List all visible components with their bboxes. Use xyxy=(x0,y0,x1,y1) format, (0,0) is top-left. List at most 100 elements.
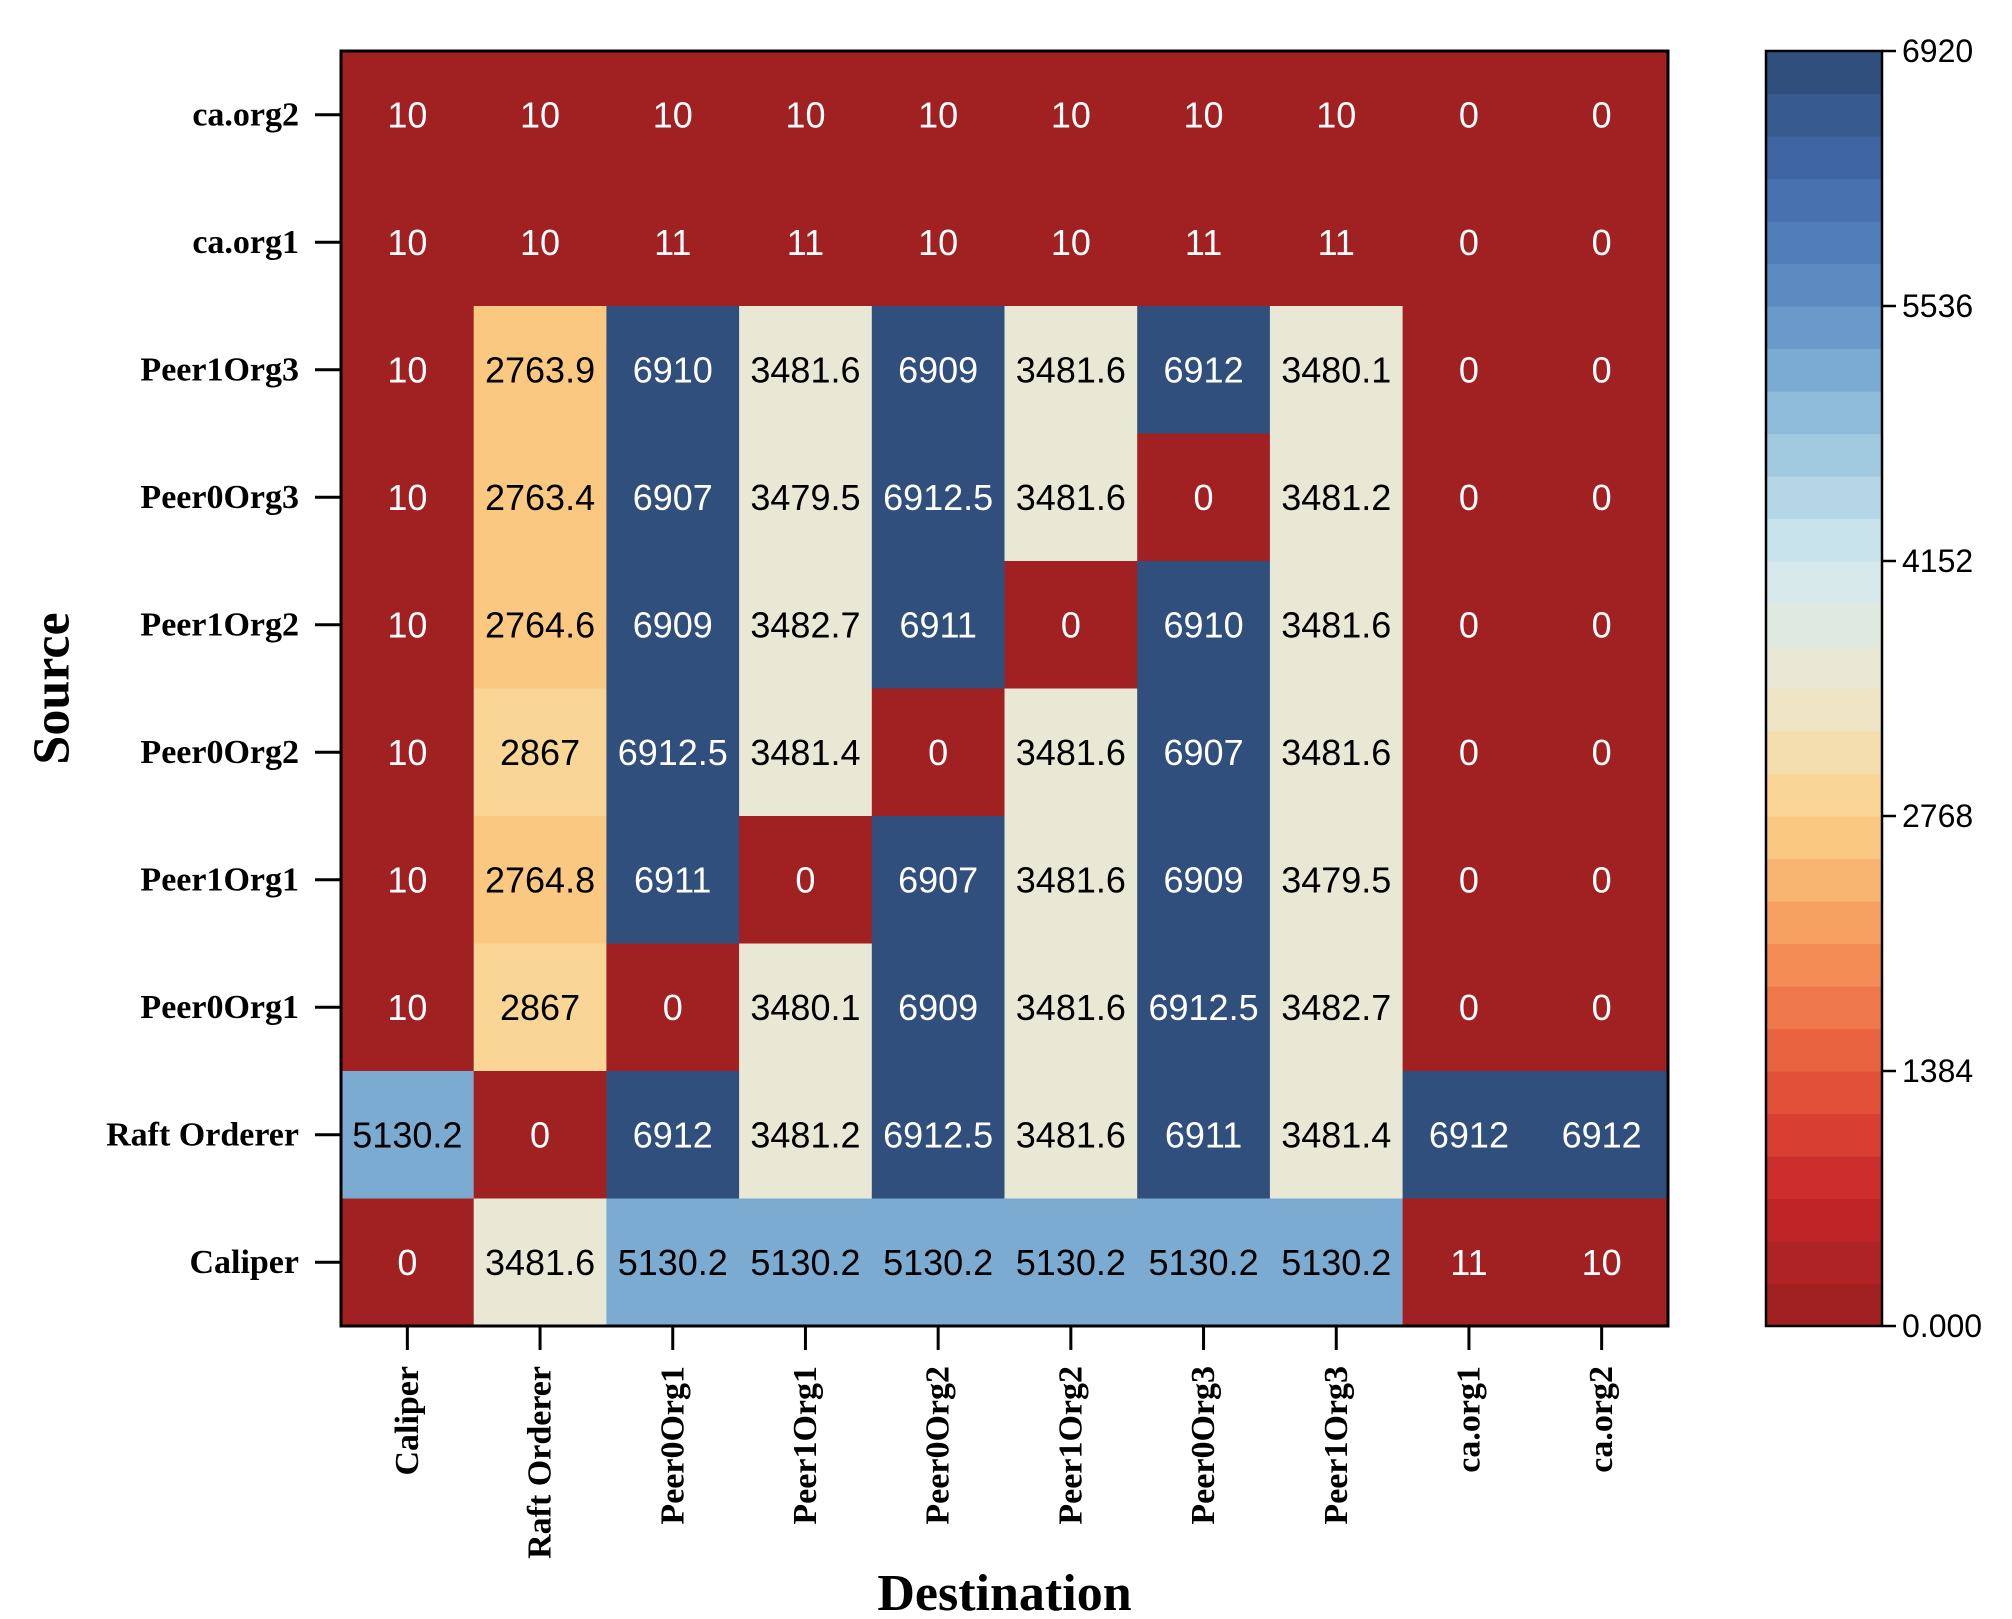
heatmap-cell xyxy=(1269,816,1404,945)
heatmap-cell xyxy=(739,943,873,1072)
heatmap-cell xyxy=(473,561,607,690)
heatmap-cell xyxy=(473,943,607,1072)
y-tick-label: Peer1Org3 xyxy=(140,351,299,388)
heatmap-cell xyxy=(1402,816,1536,945)
heatmap-cell xyxy=(871,433,1006,562)
cell-value-label: 6912.5 xyxy=(618,732,728,773)
heatmap-cell xyxy=(606,816,740,945)
heatmap-cell xyxy=(1269,433,1404,562)
y-tick-label: Peer0Org3 xyxy=(140,479,299,516)
colorbar-swatch xyxy=(1766,858,1882,902)
cell-value-label: 3481.2 xyxy=(750,1114,860,1155)
heatmap-cell xyxy=(1004,178,1138,307)
heatmap-cell xyxy=(739,1071,873,1200)
heatmap-cell xyxy=(1137,688,1271,817)
cell-value-label: 10 xyxy=(387,349,427,390)
x-tick-label: Peer1Org2 xyxy=(1052,1366,1089,1525)
heatmap-cell xyxy=(1402,306,1536,435)
cell-value-label: 0 xyxy=(1592,349,1612,390)
y-tick-label: ca.org1 xyxy=(192,224,299,261)
heatmap-cell xyxy=(1535,1071,1669,1200)
heatmap-cell xyxy=(1535,433,1669,562)
colorbar-frame xyxy=(1764,49,1884,1328)
colorbar-swatch xyxy=(1766,1113,1882,1157)
colorbar-tick-label: 5536 xyxy=(1902,288,1973,324)
cell-value-label: 5130.2 xyxy=(1016,1242,1126,1283)
cell-value-label: 10 xyxy=(918,222,958,263)
y-tick-label: Raft Orderer xyxy=(106,1116,299,1153)
heatmap-cell xyxy=(473,1071,607,1200)
colorbar-swatch xyxy=(1766,943,1882,987)
cell-value-label: 3481.6 xyxy=(1016,732,1126,773)
cell-value-label: 10 xyxy=(387,94,427,135)
cell-value-label: 6912 xyxy=(1562,1114,1642,1155)
heatmap-cell xyxy=(606,306,740,435)
cell-value-label: 11 xyxy=(787,222,824,263)
cell-value-label: 3481.6 xyxy=(1281,732,1391,773)
heatmap-cell xyxy=(1535,1198,1669,1327)
cell-value-label: 11 xyxy=(1185,222,1222,263)
heatmap-cell xyxy=(341,306,475,435)
heatmap-cell xyxy=(473,178,607,307)
cell-value-label: 0 xyxy=(1592,987,1612,1028)
heatmap-cell xyxy=(1535,561,1669,690)
heatmap-cell xyxy=(871,1071,1006,1200)
cell-value-label: 5130.2 xyxy=(352,1114,462,1155)
heatmap-cell xyxy=(1402,943,1536,1072)
cell-value-label: 6911 xyxy=(899,604,976,645)
cell-value-label: 0 xyxy=(1592,732,1612,773)
heatmap-cell xyxy=(1137,51,1271,180)
colorbar-swatch xyxy=(1766,731,1882,775)
heatmap-cell xyxy=(1137,561,1271,690)
cell-value-label: 3480.1 xyxy=(1281,349,1391,390)
heatmap-cell xyxy=(1402,433,1536,562)
heatmap-cell xyxy=(606,1071,740,1200)
cell-value-label: 6911 xyxy=(1165,1114,1242,1155)
heatmap-cell xyxy=(1137,178,1271,307)
heatmap-cell xyxy=(1004,433,1138,562)
cell-value-label: 3482.7 xyxy=(750,604,860,645)
heatmap-cell xyxy=(473,51,607,180)
heatmap-cell xyxy=(1269,1198,1404,1327)
heatmap-cell xyxy=(1137,1071,1271,1200)
heatmap-cell xyxy=(739,561,873,690)
cell-value-label: 3481.4 xyxy=(1281,1114,1391,1155)
cell-value-label: 0 xyxy=(1592,222,1612,263)
heatmap-cell xyxy=(1535,816,1669,945)
cell-value-label: 0 xyxy=(1592,477,1612,518)
y-tick-label: Peer1Org2 xyxy=(140,606,299,643)
cell-value-label: 3481.2 xyxy=(1281,477,1391,518)
cell-value-label: 10 xyxy=(653,94,693,135)
cell-value-label: 6912.5 xyxy=(1148,987,1258,1028)
colorbar-tick-label: 0.000 xyxy=(1902,1308,1982,1344)
heatmap-cell-labels: 10 10 10 10 10 10 10 10 0 0 10 10 11 11 10 10 11 11 0 0 10 27… xyxy=(352,94,1641,1283)
cell-value-label: 3481.6 xyxy=(1016,349,1126,390)
heatmap-cell xyxy=(1004,51,1138,180)
colorbar-swatch xyxy=(1766,178,1882,222)
cell-value-label: 0 xyxy=(1592,604,1612,645)
cell-value-label: 0 xyxy=(795,859,815,900)
cell-value-label: 11 xyxy=(1318,222,1355,263)
heatmap-cell xyxy=(1269,178,1404,307)
cell-value-label: 6910 xyxy=(633,349,713,390)
cell-value-label: 0 xyxy=(928,732,948,773)
x-tick-label: Peer1Org1 xyxy=(787,1366,824,1525)
colorbar-tick-label: 1384 xyxy=(1902,1053,1973,1089)
colorbar-tick-label: 4152 xyxy=(1902,543,1973,579)
cell-value-label: 5130.2 xyxy=(618,1242,728,1283)
heatmap-cell xyxy=(341,51,475,180)
y-tick-label: Peer0Org1 xyxy=(140,989,299,1026)
heatmap-cell xyxy=(341,433,475,562)
colorbar-swatch xyxy=(1766,221,1882,265)
cell-value-label: 6909 xyxy=(1164,859,1244,900)
x-tick-label: Peer0Org2 xyxy=(920,1366,957,1525)
heatmap-cell xyxy=(871,1198,1006,1327)
x-tick-label: ca.org2 xyxy=(1583,1366,1620,1473)
heatmap-cell xyxy=(1137,1198,1271,1327)
cell-value-label: 6907 xyxy=(633,477,713,518)
cell-value-label: 11 xyxy=(654,222,691,263)
cell-value-label: 2763.4 xyxy=(485,477,595,518)
colorbar-tick-label: 2768 xyxy=(1902,798,1973,834)
heatmap-cell xyxy=(871,306,1006,435)
heatmap-cell xyxy=(1402,688,1536,817)
